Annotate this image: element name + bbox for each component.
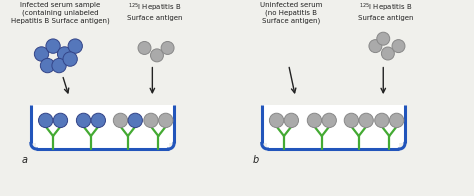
Circle shape [161,42,174,54]
Circle shape [284,113,299,128]
Circle shape [52,58,66,73]
Circle shape [151,49,164,62]
Text: Uninfected serum
(no Hepatitis B
Surface antigen): Uninfected serum (no Hepatitis B Surface… [260,2,322,24]
Circle shape [34,47,49,61]
Circle shape [144,113,158,128]
Circle shape [382,47,394,60]
Circle shape [76,113,91,128]
Circle shape [375,113,389,128]
Circle shape [392,40,405,53]
Circle shape [38,113,53,128]
Circle shape [128,113,142,128]
Circle shape [63,52,77,66]
Circle shape [40,58,55,73]
Circle shape [307,113,321,128]
Circle shape [57,47,72,61]
FancyBboxPatch shape [36,138,169,149]
Circle shape [113,113,128,128]
Circle shape [138,42,151,54]
Circle shape [269,113,284,128]
Circle shape [359,113,374,128]
Text: a: a [21,154,27,164]
Circle shape [53,113,68,128]
Text: $^{125}$I Hepatitis B
Surface antigen: $^{125}$I Hepatitis B Surface antigen [358,2,413,21]
Text: Infected serum sample
(containing unlabeled
Hepatitis B Surface antigen): Infected serum sample (containing unlabe… [10,2,109,24]
Circle shape [390,113,404,128]
FancyBboxPatch shape [262,105,404,143]
Circle shape [377,32,390,45]
FancyBboxPatch shape [267,138,400,149]
Circle shape [322,113,337,128]
Circle shape [369,40,382,53]
Text: $^{125}$I Hepatitis B
Surface antigen: $^{125}$I Hepatitis B Surface antigen [127,2,182,21]
Text: b: b [252,154,258,164]
Circle shape [159,113,173,128]
Circle shape [344,113,358,128]
FancyBboxPatch shape [31,105,173,143]
Circle shape [91,113,106,128]
Circle shape [68,39,82,53]
Circle shape [46,39,60,53]
